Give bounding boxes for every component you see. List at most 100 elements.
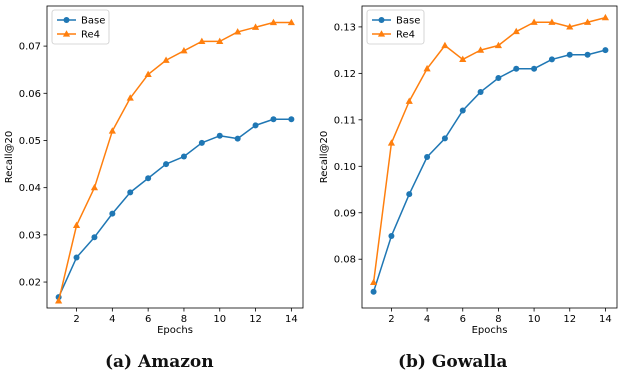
series-line-re4 xyxy=(372,16,606,283)
x-tick-label: 14 xyxy=(599,314,612,325)
data-point-re4 xyxy=(494,41,503,49)
caption-gowalla: (b) Gowalla xyxy=(398,352,508,372)
y-tick-label: 0.06 xyxy=(19,89,41,100)
data-point-base xyxy=(91,234,98,241)
legend-label-re4: Re4 xyxy=(396,30,415,41)
data-point-re4 xyxy=(216,37,224,44)
legend-label-base: Base xyxy=(81,16,105,27)
data-point-re4 xyxy=(583,18,592,25)
data-point-re4 xyxy=(234,28,242,35)
data-point-re4 xyxy=(162,56,170,63)
legend: Base Re4 xyxy=(51,9,110,45)
data-point-base xyxy=(441,135,448,142)
y-tick-label: 0.09 xyxy=(334,208,356,219)
x-axis-label: Epochs xyxy=(157,325,193,336)
data-point-re4 xyxy=(55,297,63,304)
data-point-base xyxy=(270,116,277,123)
data-point-base xyxy=(531,65,538,72)
x-tick-label: 6 xyxy=(460,314,466,325)
legend: Base Re4 xyxy=(366,9,425,45)
data-point-base xyxy=(216,132,223,139)
data-point-base xyxy=(566,51,573,58)
data-point-re4 xyxy=(251,23,260,30)
data-point-base xyxy=(495,75,502,82)
chart-gowalla: 2 4 6 8 10 12 14 0.08 0.09 0.10 0.11 0.12 0.13 Epochs… xyxy=(319,5,618,336)
series-line-base xyxy=(372,49,606,292)
data-point-re4 xyxy=(72,221,81,229)
data-point-base xyxy=(424,154,431,160)
y-tick-label: 0.05 xyxy=(19,136,41,147)
data-point-base xyxy=(109,210,116,217)
data-point-re4 xyxy=(287,18,295,26)
series-line-base xyxy=(57,118,292,298)
x-tick-label: 4 xyxy=(424,314,430,325)
data-point-re4 xyxy=(423,64,431,72)
data-point-re4 xyxy=(459,55,467,63)
y-axis-label: Recall@20 xyxy=(4,131,15,184)
y-tick-label: 0.03 xyxy=(19,230,41,241)
data-point-base xyxy=(234,135,241,142)
x-tick-label: 12 xyxy=(249,314,262,325)
data-point-re4 xyxy=(548,18,556,25)
data-point-re4 xyxy=(180,47,188,54)
data-point-base xyxy=(73,254,80,261)
data-point-re4 xyxy=(530,18,538,25)
data-point-re4 xyxy=(269,18,278,26)
data-point-re4 xyxy=(566,23,574,30)
legend-marker-re4 xyxy=(377,30,386,37)
legend-label-base: Base xyxy=(396,16,420,27)
data-point-base xyxy=(548,56,555,63)
data-point-re4 xyxy=(108,127,116,134)
y-tick-label: 0.07 xyxy=(19,42,41,53)
y-tick-label: 0.13 xyxy=(334,22,356,33)
data-point-base xyxy=(388,232,395,239)
y-tick-label: 0.11 xyxy=(334,115,356,126)
data-point-re4 xyxy=(601,13,610,21)
data-point-re4 xyxy=(198,37,206,44)
data-point-base xyxy=(163,161,170,168)
x-tick-label: 8 xyxy=(181,314,187,325)
x-tick-label: 2 xyxy=(388,314,394,325)
chart-amazon: 2 4 6 8 10 12 14 0.02 0.03 0.04 0.05 0.06 0.07 Epochs… xyxy=(4,5,304,336)
x-tick-label: 14 xyxy=(285,314,298,325)
data-point-re4 xyxy=(387,139,396,146)
data-point-re4 xyxy=(369,278,378,286)
data-point-base xyxy=(288,116,295,123)
data-point-base xyxy=(145,175,152,182)
legend-marker-base xyxy=(63,17,70,23)
y-tick-label: 0.08 xyxy=(334,255,356,266)
data-point-re4 xyxy=(144,70,152,78)
data-point-base xyxy=(602,47,609,54)
y-tick-label: 0.12 xyxy=(334,69,356,80)
data-point-base xyxy=(459,107,466,114)
data-point-re4 xyxy=(405,97,413,104)
data-point-base xyxy=(406,191,413,198)
x-axis-label: Epochs xyxy=(472,325,508,336)
y-tick-label: 0.10 xyxy=(334,162,356,173)
plot-frame xyxy=(46,5,304,309)
series-line-re4 xyxy=(57,21,292,302)
data-point-base xyxy=(127,189,134,196)
x-tick-label: 12 xyxy=(563,314,576,325)
x-tick-label: 4 xyxy=(109,314,115,325)
legend-marker-re4 xyxy=(62,30,71,37)
data-point-base xyxy=(584,51,591,58)
legend-marker-base xyxy=(378,17,385,23)
x-tick-label: 10 xyxy=(528,314,541,325)
x-tick-label: 8 xyxy=(495,314,501,325)
legend-label-re4: Re4 xyxy=(81,30,100,41)
data-point-re4 xyxy=(476,46,485,53)
plot-frame xyxy=(361,5,618,309)
data-point-re4 xyxy=(441,41,449,49)
data-point-base xyxy=(513,65,520,72)
data-point-re4 xyxy=(512,27,520,35)
data-point-base xyxy=(252,122,259,129)
y-axis-label: Recall@20 xyxy=(319,131,330,184)
x-tick-label: 6 xyxy=(145,314,151,325)
y-tick-label: 0.04 xyxy=(19,183,41,194)
y-tick-label: 0.02 xyxy=(19,278,41,289)
data-point-re4 xyxy=(90,183,99,191)
data-point-base xyxy=(198,139,205,146)
data-point-base xyxy=(180,153,187,160)
